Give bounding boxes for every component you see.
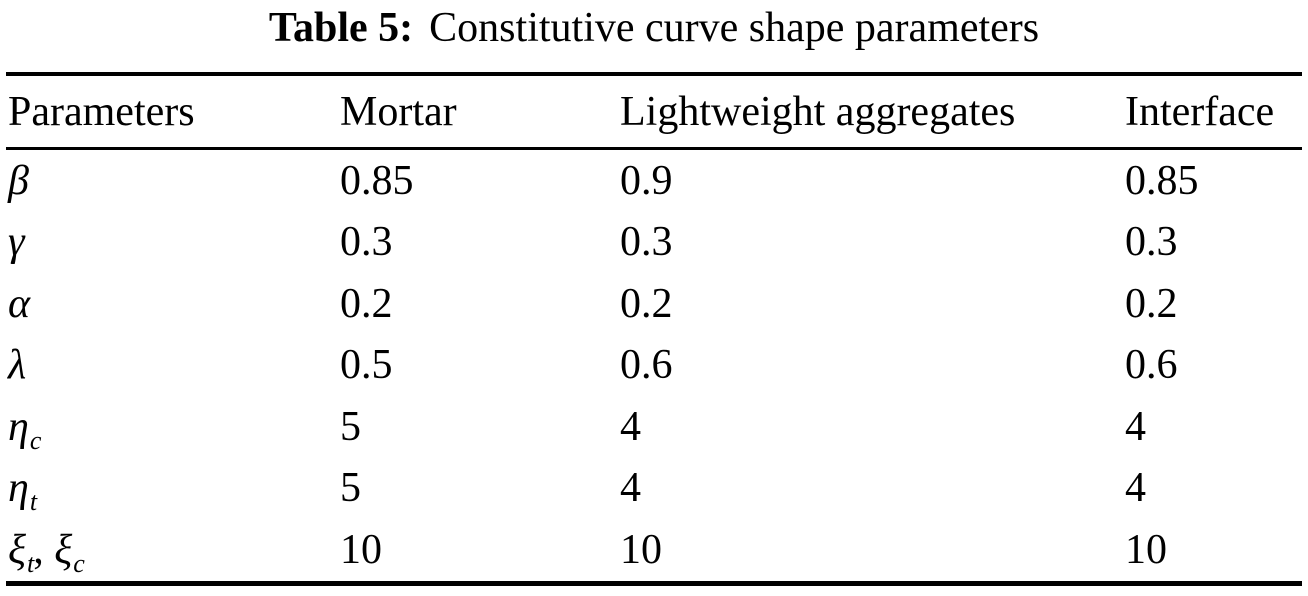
param-symbol: η: [8, 465, 29, 512]
param-cell: β: [6, 160, 338, 202]
table-header-row: Parameters Mortar Lightweight aggregates…: [6, 76, 1302, 150]
column-header-interface: Interface: [1125, 88, 1275, 135]
value-cell-mortar: 5: [340, 465, 361, 512]
param-separator: ,: [33, 526, 55, 573]
param-cell: ηt: [6, 465, 338, 515]
value-cell-interface: 0.85: [1125, 157, 1199, 204]
value-cell-interface: 0.2: [1125, 280, 1178, 327]
value-cell-mortar: 0.85: [340, 157, 414, 204]
value-cell-interface: 4: [1125, 403, 1146, 450]
table-row-lambda: λ 0.5 0.6 0.6: [6, 335, 1302, 397]
column-header-parameters: Parameters: [8, 88, 195, 135]
param-subscript-2: c: [73, 548, 85, 578]
param-symbol: ξ: [8, 526, 26, 573]
value-cell-lightweight: 0.9: [620, 157, 673, 204]
param-symbol: β: [8, 157, 29, 204]
value-cell-lightweight: 4: [620, 465, 641, 512]
param-symbol: γ: [8, 219, 25, 266]
value-cell-lightweight: 10: [620, 526, 662, 573]
param-cell: α: [6, 283, 338, 325]
value-cell-mortar: 0.2: [340, 280, 393, 327]
param-cell: ηc: [6, 403, 338, 454]
value-cell-mortar: 10: [340, 526, 382, 573]
column-header-mortar: Mortar: [340, 88, 457, 135]
value-cell-lightweight: 0.3: [620, 219, 673, 266]
table-row-xi: ξt, ξc 10 10 10: [6, 519, 1302, 581]
column-header-lightweight-aggregates: Lightweight aggregates: [620, 88, 1016, 135]
param-subscript: t: [29, 487, 38, 517]
param-subscript: c: [29, 425, 42, 455]
param-symbol: η: [8, 403, 29, 450]
value-cell-lightweight: 4: [620, 403, 641, 450]
value-cell-interface: 0.3: [1125, 219, 1178, 266]
value-cell-lightweight: 0.6: [620, 342, 673, 389]
value-cell-mortar: 0.5: [340, 342, 393, 389]
value-cell-interface: 10: [1125, 526, 1167, 573]
value-cell-lightweight: 0.2: [620, 280, 673, 327]
table-row-eta-c: ηc 5 4 4: [6, 396, 1302, 458]
value-cell-interface: 0.6: [1125, 342, 1178, 389]
value-cell-interface: 4: [1125, 465, 1146, 512]
table-caption: Table 5: Constitutive curve shape paramet…: [0, 0, 1308, 72]
table-row-eta-t: ηt 5 4 4: [6, 458, 1302, 520]
table-caption-text: Constitutive curve shape parameters: [429, 5, 1040, 51]
param-cell: λ: [6, 344, 338, 386]
table-caption-number: Table 5:: [268, 5, 414, 51]
table-row-gamma: γ 0.3 0.3 0.3: [6, 212, 1302, 274]
parameters-table: Parameters Mortar Lightweight aggregates…: [6, 72, 1302, 586]
param-subscript: t: [27, 548, 35, 578]
value-cell-mortar: 0.3: [340, 219, 393, 266]
param-cell: γ: [6, 221, 338, 263]
table-row-beta: β 0.85 0.9 0.85: [6, 150, 1302, 212]
table-row-alpha: α 0.2 0.2 0.2: [6, 273, 1302, 335]
value-cell-mortar: 5: [340, 403, 361, 450]
param-symbol-2: ξ: [54, 526, 73, 573]
param-cell: ξt, ξc: [6, 526, 338, 577]
param-symbol: α: [8, 280, 31, 327]
param-symbol: λ: [8, 342, 27, 389]
